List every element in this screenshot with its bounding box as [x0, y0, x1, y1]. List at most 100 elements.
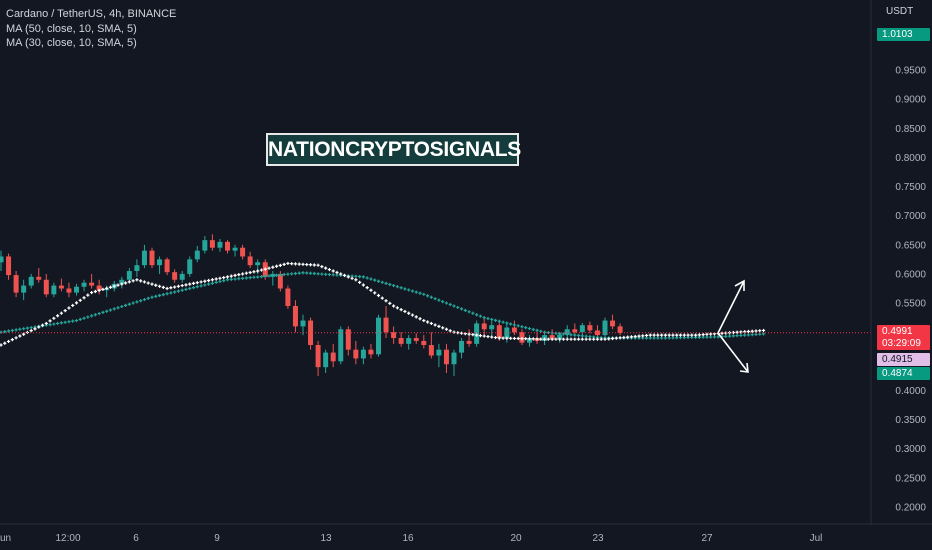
- candle-countdown: 03:29:09: [882, 338, 921, 349]
- ma30-marker: [142, 280, 147, 284]
- ma50-legend[interactable]: MA (50, close, 10, SMA, 5): [6, 22, 137, 35]
- time-axis[interactable]: Jun 12:00 6 9 13 16 20 23 27 Jul: [0, 533, 822, 544]
- ma30-marker: [320, 265, 324, 269]
- ma30-marker: [154, 283, 158, 287]
- ma50-marker: [422, 292, 426, 296]
- ma50-marker: [297, 271, 301, 275]
- currency-label[interactable]: USDT: [886, 6, 914, 17]
- ma30-marker: [475, 333, 479, 337]
- candle-body: [579, 325, 585, 333]
- ma50-marker: [512, 323, 516, 327]
- ma30-marker: [539, 337, 543, 341]
- ma50-marker: [176, 289, 181, 293]
- ma30-marker: [123, 281, 128, 285]
- ma30-marker: [6, 339, 11, 344]
- ma50-marker: [467, 310, 471, 314]
- ma50-marker: [746, 333, 751, 337]
- ma50-marker: [312, 271, 316, 276]
- ma30-marker: [52, 316, 56, 320]
- ma50-marker: [444, 301, 449, 305]
- ma50-marker: [237, 277, 241, 281]
- ma30-marker: [48, 319, 52, 323]
- ma30-marker: [422, 318, 426, 323]
- ma30-marker: [376, 293, 381, 298]
- candle-body: [398, 338, 404, 344]
- ma-white-price-tag: 0.4915: [877, 353, 930, 366]
- ma30-marker: [169, 286, 173, 290]
- ma50-marker: [71, 319, 75, 323]
- ma30-marker: [74, 301, 79, 305]
- ma30-marker: [59, 311, 63, 315]
- ma50-marker: [6, 329, 11, 333]
- ma50-marker: [433, 297, 437, 301]
- ma50-marker: [74, 318, 79, 323]
- ma50-marker: [169, 291, 173, 295]
- ma50-marker: [131, 301, 135, 305]
- ma50-marker: [267, 274, 271, 278]
- ma50-marker: [448, 302, 452, 307]
- ma30-marker: [429, 321, 433, 326]
- ma30-legend[interactable]: MA (30, close, 10, SMA, 5): [6, 37, 137, 49]
- candle-body: [232, 247, 238, 251]
- ma50-marker: [535, 328, 539, 332]
- ma50-marker: [754, 332, 758, 337]
- candle-body: [330, 352, 336, 362]
- ma30-marker: [263, 267, 267, 271]
- ma30-marker: [746, 329, 751, 334]
- ma50-marker: [735, 334, 739, 338]
- ma50-marker: [493, 318, 498, 322]
- ma30-marker: [195, 281, 199, 285]
- ma30-marker: [705, 332, 709, 336]
- ma50-marker: [101, 310, 105, 314]
- ma50-marker: [165, 292, 169, 296]
- ma30-marker: [365, 286, 369, 290]
- ma50-marker: [418, 291, 422, 295]
- ma50-marker: [67, 320, 71, 324]
- ma30-marker: [414, 315, 418, 319]
- ma30-marker: [603, 337, 607, 341]
- ma30-marker: [641, 334, 645, 338]
- ma30-marker: [282, 262, 286, 266]
- time-tick-label: 9: [214, 533, 220, 544]
- ma30-marker: [497, 336, 501, 340]
- ma30-marker: [56, 314, 60, 318]
- ma50-marker: [392, 283, 396, 288]
- ma30-marker: [576, 337, 581, 341]
- ma50-marker: [388, 282, 392, 287]
- ma30-marker: [339, 272, 343, 276]
- symbol-title[interactable]: Cardano / TetherUS, 4h, BINANCE: [6, 8, 177, 20]
- ma30-marker: [633, 334, 637, 339]
- ma50-marker: [543, 330, 547, 334]
- ma50-marker: [210, 281, 214, 285]
- ma30-marker: [331, 269, 335, 273]
- ma30-marker: [40, 323, 45, 327]
- ma30-marker: [146, 281, 150, 285]
- ma30-marker: [312, 263, 316, 267]
- ma50-marker: [256, 275, 260, 279]
- ma30-marker: [161, 285, 165, 290]
- ma50-marker: [497, 319, 501, 323]
- ma30-marker: [229, 274, 233, 278]
- time-tick-label: Jun: [0, 533, 11, 544]
- ma30-marker: [509, 336, 513, 340]
- last-price-tag: 0.4991 03:29:09: [877, 325, 930, 350]
- candle-body: [225, 241, 230, 251]
- ma50-marker: [403, 287, 407, 291]
- ma50-marker: [97, 311, 101, 316]
- price-axis[interactable]: 0.9500 0.9000 0.8500 0.8000 0.7500 0.7000 0.65…: [895, 66, 926, 514]
- ma50-marker: [218, 279, 222, 284]
- ma30-marker: [67, 306, 71, 310]
- ma30-marker: [293, 262, 298, 266]
- ma30-marker: [392, 304, 396, 308]
- ma50-marker: [18, 327, 22, 331]
- ma30-marker: [184, 283, 188, 287]
- ma30-marker: [384, 299, 388, 303]
- ma30-marker: [120, 282, 124, 286]
- candle-body: [436, 349, 442, 356]
- candle-body: [421, 340, 427, 346]
- time-tick-label: 23: [592, 533, 604, 544]
- ma50-marker: [14, 328, 18, 332]
- price-tick-label: 0.8000: [895, 153, 926, 164]
- ma50-marker: [142, 297, 147, 302]
